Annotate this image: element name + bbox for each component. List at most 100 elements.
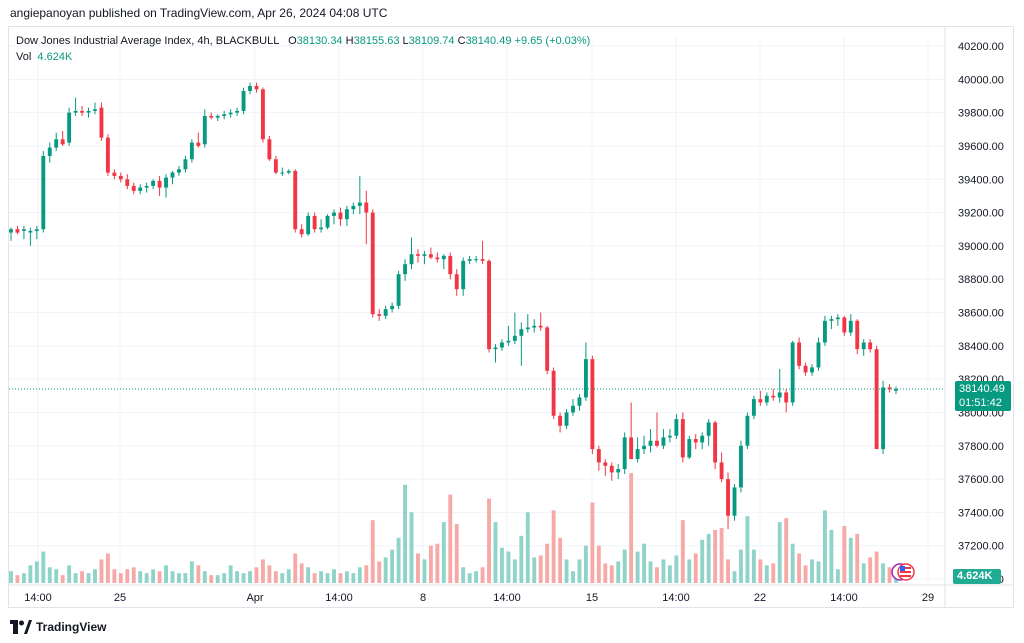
candle-body <box>603 462 608 466</box>
volume-bar <box>661 559 666 583</box>
volume-bar <box>829 529 834 583</box>
volume-bar <box>86 573 91 583</box>
volume-bar <box>577 559 582 583</box>
volume-bar <box>105 553 110 583</box>
volume-bar <box>655 567 659 583</box>
candle-body <box>73 110 78 113</box>
volume-bar <box>823 510 827 583</box>
volume-bar <box>771 563 776 583</box>
volume-bar <box>293 553 298 583</box>
volume-bar <box>493 522 498 583</box>
candle-body <box>609 465 614 473</box>
price-tick-label: 37600.00 <box>958 474 1004 486</box>
candle-body <box>551 370 556 416</box>
candle-body <box>480 259 485 261</box>
volume-bar <box>797 553 802 583</box>
candlesticks <box>9 82 898 530</box>
volume-bar <box>28 565 33 583</box>
volume-value: 4.624K <box>37 51 73 63</box>
candle-body <box>777 392 782 398</box>
time-axis: 14:00 25 Apr 14:00 8 14:00 15 14:00 22 14:00 29 <box>24 592 934 604</box>
price-tick-label: 39600.00 <box>958 141 1004 153</box>
volume-bar <box>422 559 427 583</box>
volume-bar <box>267 565 272 583</box>
candle-body <box>842 317 847 333</box>
volume-bar <box>545 543 550 583</box>
volume-bar <box>235 571 240 583</box>
candle-body <box>54 139 59 148</box>
volume-bar <box>680 520 685 583</box>
volume-bar <box>34 561 39 583</box>
candle-body <box>34 229 39 231</box>
time-tick-label: 29 <box>922 592 934 604</box>
volume-bar <box>131 567 136 583</box>
volume-bar <box>164 565 168 583</box>
price-axis: 40200.00 40000.00 39800.00 39600.00 39400.00… <box>958 41 1004 586</box>
volume-bar <box>286 569 291 583</box>
volume-bar <box>596 545 601 583</box>
candle-body <box>648 440 653 446</box>
volume-bar <box>739 549 743 583</box>
volume-bar <box>764 565 769 583</box>
volume-bar <box>480 567 485 583</box>
candle-body <box>383 309 388 316</box>
candle-body <box>855 320 860 350</box>
candle-body <box>532 325 537 328</box>
volume-bar <box>868 557 873 583</box>
candle-body <box>487 260 491 350</box>
volume-bar <box>790 543 795 583</box>
candle-body <box>189 142 194 160</box>
last-price-text: 38140.49 <box>959 383 1005 395</box>
candle-body <box>416 254 420 256</box>
time-tick-label: 14:00 <box>830 592 858 604</box>
candle-body <box>848 320 853 333</box>
candle-body <box>661 437 666 446</box>
volume-bar <box>842 526 847 583</box>
candle-body <box>887 387 892 390</box>
candle-body <box>319 227 324 230</box>
candle-body <box>493 347 498 350</box>
volume-bar <box>403 484 407 583</box>
volume-bar <box>467 573 472 583</box>
candle-body <box>60 139 65 145</box>
candle-body <box>706 422 711 436</box>
candle-body <box>202 115 207 145</box>
candle-body <box>726 479 730 516</box>
candle-body <box>519 329 524 336</box>
candle-body <box>571 405 575 413</box>
candle-body <box>267 139 272 160</box>
volume-bar <box>745 516 750 583</box>
volume-bar <box>519 535 524 583</box>
volume-bar <box>383 557 388 583</box>
volume-bar <box>21 573 26 583</box>
flag-icon[interactable] <box>891 561 915 583</box>
time-tick-label: 14:00 <box>24 592 52 604</box>
candle-body <box>344 209 349 220</box>
candle-body <box>157 180 162 188</box>
volume-bar <box>693 553 698 583</box>
footer: TradingView <box>10 617 106 637</box>
volume-bar <box>732 571 737 583</box>
volume-bar <box>751 549 756 583</box>
volume-bar <box>157 571 162 583</box>
volume-bar <box>713 529 718 583</box>
volume-bar <box>80 571 84 583</box>
candle-body <box>448 255 453 275</box>
candle-body <box>687 439 692 458</box>
volume-bar <box>506 551 511 583</box>
candle-body <box>881 387 886 450</box>
candle-body <box>105 137 110 173</box>
price-tick-label: 37400.00 <box>958 507 1004 519</box>
volume-bar <box>835 569 840 583</box>
candle-body <box>215 115 220 118</box>
candle-body <box>713 422 718 463</box>
candle-body <box>500 342 504 348</box>
price-tick-label: 40200.00 <box>958 41 1004 53</box>
candle-body <box>428 254 433 258</box>
volume-bar <box>228 565 233 583</box>
publisher-line: angiepanoyan published on TradingView.co… <box>0 0 1024 26</box>
candle-body <box>797 342 802 366</box>
candle-body <box>131 185 136 191</box>
volume-bar <box>248 571 252 583</box>
